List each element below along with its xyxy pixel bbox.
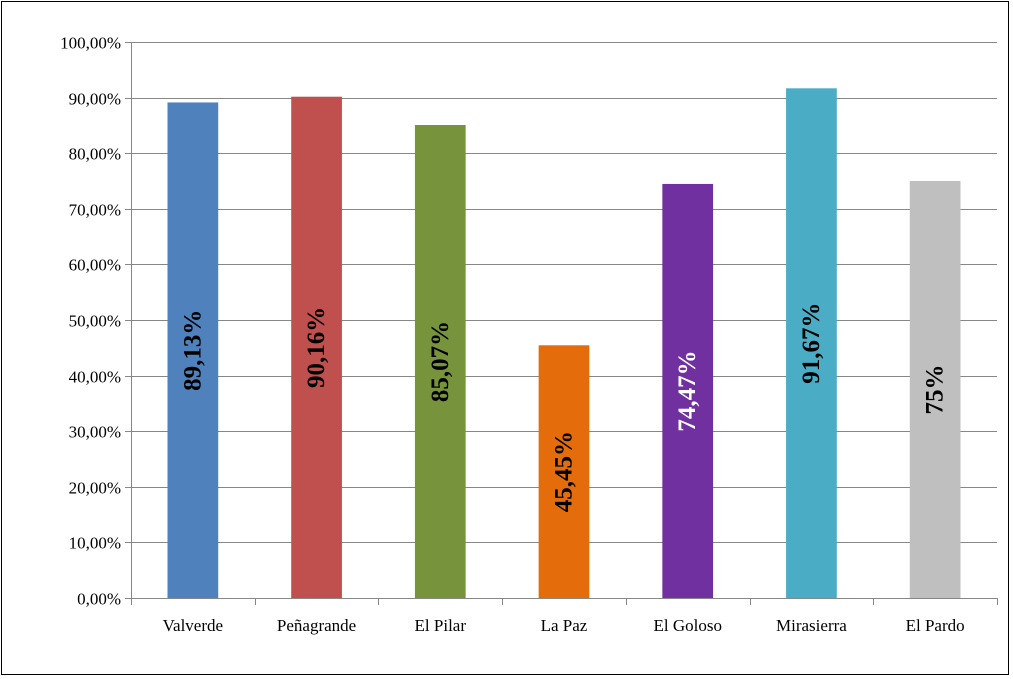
data-label: 90,16% (303, 307, 330, 388)
y-tick-label: 50,00% (69, 312, 121, 331)
y-tick-label: 100,00% (60, 34, 121, 53)
y-tick-label: 80,00% (69, 145, 121, 164)
x-tick-label: Valverde (163, 616, 223, 635)
y-tick-label: 10,00% (69, 534, 121, 553)
data-label: 75% (922, 365, 949, 415)
y-tick-label: 20,00% (69, 479, 121, 498)
x-tick-label: El Pilar (415, 616, 467, 635)
bar-valverde (167, 102, 219, 599)
y-tick-label: 90,00% (69, 90, 121, 109)
bar-la-paz (538, 345, 590, 598)
data-label: 45,45% (551, 431, 578, 512)
bars (167, 88, 961, 599)
y-tick-label: 40,00% (69, 368, 121, 387)
y-tick-label: 0,00% (77, 590, 121, 609)
bar-peñagrande (291, 96, 342, 599)
y-tick-label: 30,00% (69, 423, 121, 442)
data-label: 89,13% (179, 310, 206, 391)
data-label: 74,47% (674, 350, 701, 431)
axes (125, 42, 998, 605)
x-tick-label: Peñagrande (277, 616, 356, 635)
gridlines (131, 42, 997, 543)
bar-el-pardo (909, 181, 961, 598)
x-tick-label: La Paz (541, 616, 588, 635)
x-tick-label: El Pardo (906, 616, 965, 635)
x-tick-label: Mirasierra (776, 616, 847, 635)
bar-mirasierra (786, 88, 837, 599)
data-label: 91,67% (798, 303, 825, 384)
x-tick-label: El Goloso (653, 616, 721, 635)
labels: 0,00% 10,00% 20,00% 30,00% 40,00% 50,00% 60,00… (60, 34, 965, 636)
y-tick-label: 60,00% (69, 256, 121, 275)
bar-el-pilar (414, 125, 466, 598)
bar-el-goloso (662, 183, 714, 599)
data-label: 85,07% (427, 321, 454, 402)
y-tick-label: 70,00% (69, 201, 121, 220)
